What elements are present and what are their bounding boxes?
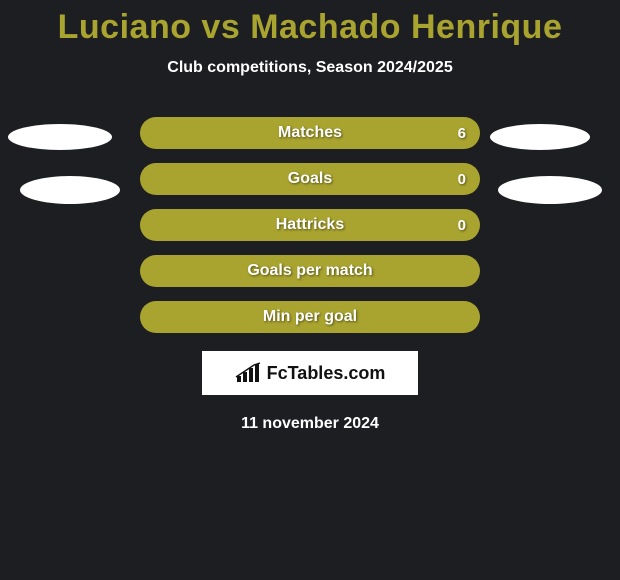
bar-value: 0: [458, 217, 466, 234]
decorative-ellipse: [490, 124, 590, 150]
decorative-ellipse: [20, 176, 120, 204]
barchart-icon: [235, 362, 261, 384]
bar-value: 0: [458, 171, 466, 188]
decorative-ellipse: [498, 176, 602, 204]
bar-label: Hattricks: [276, 216, 344, 234]
subtitle: Club competitions, Season 2024/2025: [0, 59, 620, 77]
bar-label: Matches: [278, 124, 342, 142]
decorative-ellipse: [8, 124, 112, 150]
container: Luciano vs Machado Henrique Club competi…: [0, 0, 620, 580]
bar-matches: Matches 6: [140, 117, 480, 149]
bar-value: 6: [458, 125, 466, 142]
date-text: 11 november 2024: [0, 415, 620, 433]
bar-label: Goals: [288, 170, 332, 188]
logo-box: FcTables.com: [202, 351, 418, 395]
logo-text: FcTables.com: [267, 363, 386, 384]
page-title: Luciano vs Machado Henrique: [0, 0, 620, 47]
bar-goals-per-match: Goals per match: [140, 255, 480, 287]
bar-label: Min per goal: [263, 308, 357, 326]
bar-min-per-goal: Min per goal: [140, 301, 480, 333]
bar-goals: Goals 0: [140, 163, 480, 195]
bar-hattricks: Hattricks 0: [140, 209, 480, 241]
bar-label: Goals per match: [247, 262, 372, 280]
